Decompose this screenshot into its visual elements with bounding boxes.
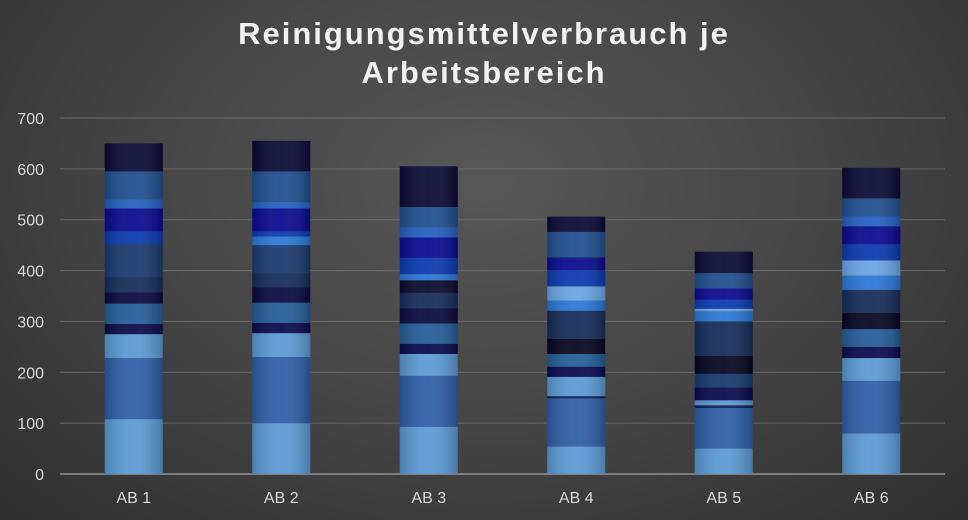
y-tick-label: 0 xyxy=(35,467,44,484)
x-tick-label: AB 5 xyxy=(706,490,741,507)
x-tick-label: AB 1 xyxy=(116,490,151,507)
chart-title-line-2: Arbeitsbereich xyxy=(361,55,607,90)
bar-stack xyxy=(399,166,458,475)
bar-stack xyxy=(694,251,753,474)
y-tick-label: 200 xyxy=(17,365,44,382)
bar-shading xyxy=(547,216,606,475)
y-tick-label: 600 xyxy=(17,162,44,179)
bar-shading xyxy=(842,167,901,474)
x-tick-label: AB 4 xyxy=(559,490,594,507)
x-tick-label: AB 3 xyxy=(411,490,446,507)
y-tick-label: 100 xyxy=(17,416,44,433)
chart-title: Reinigungsmittelverbrauch je Arbeitsbere… xyxy=(0,14,968,92)
y-tick-label: 400 xyxy=(17,264,44,281)
x-tick-label: AB 2 xyxy=(264,490,299,507)
y-tick-label: 500 xyxy=(17,213,44,230)
chart-title-line-1: Reinigungsmittelverbrauch je xyxy=(238,16,730,51)
bar-shading xyxy=(399,166,458,475)
y-tick-label: 300 xyxy=(17,314,44,331)
bar-stack xyxy=(252,140,311,474)
bar-stack xyxy=(104,143,163,474)
bar-shading xyxy=(694,251,753,474)
x-tick-label: AB 6 xyxy=(854,490,889,507)
bar-shading xyxy=(104,143,163,474)
bar-shading xyxy=(252,140,311,474)
y-tick-label: 700 xyxy=(17,111,44,128)
bar-stack xyxy=(547,216,606,475)
bar-stack xyxy=(842,167,901,474)
